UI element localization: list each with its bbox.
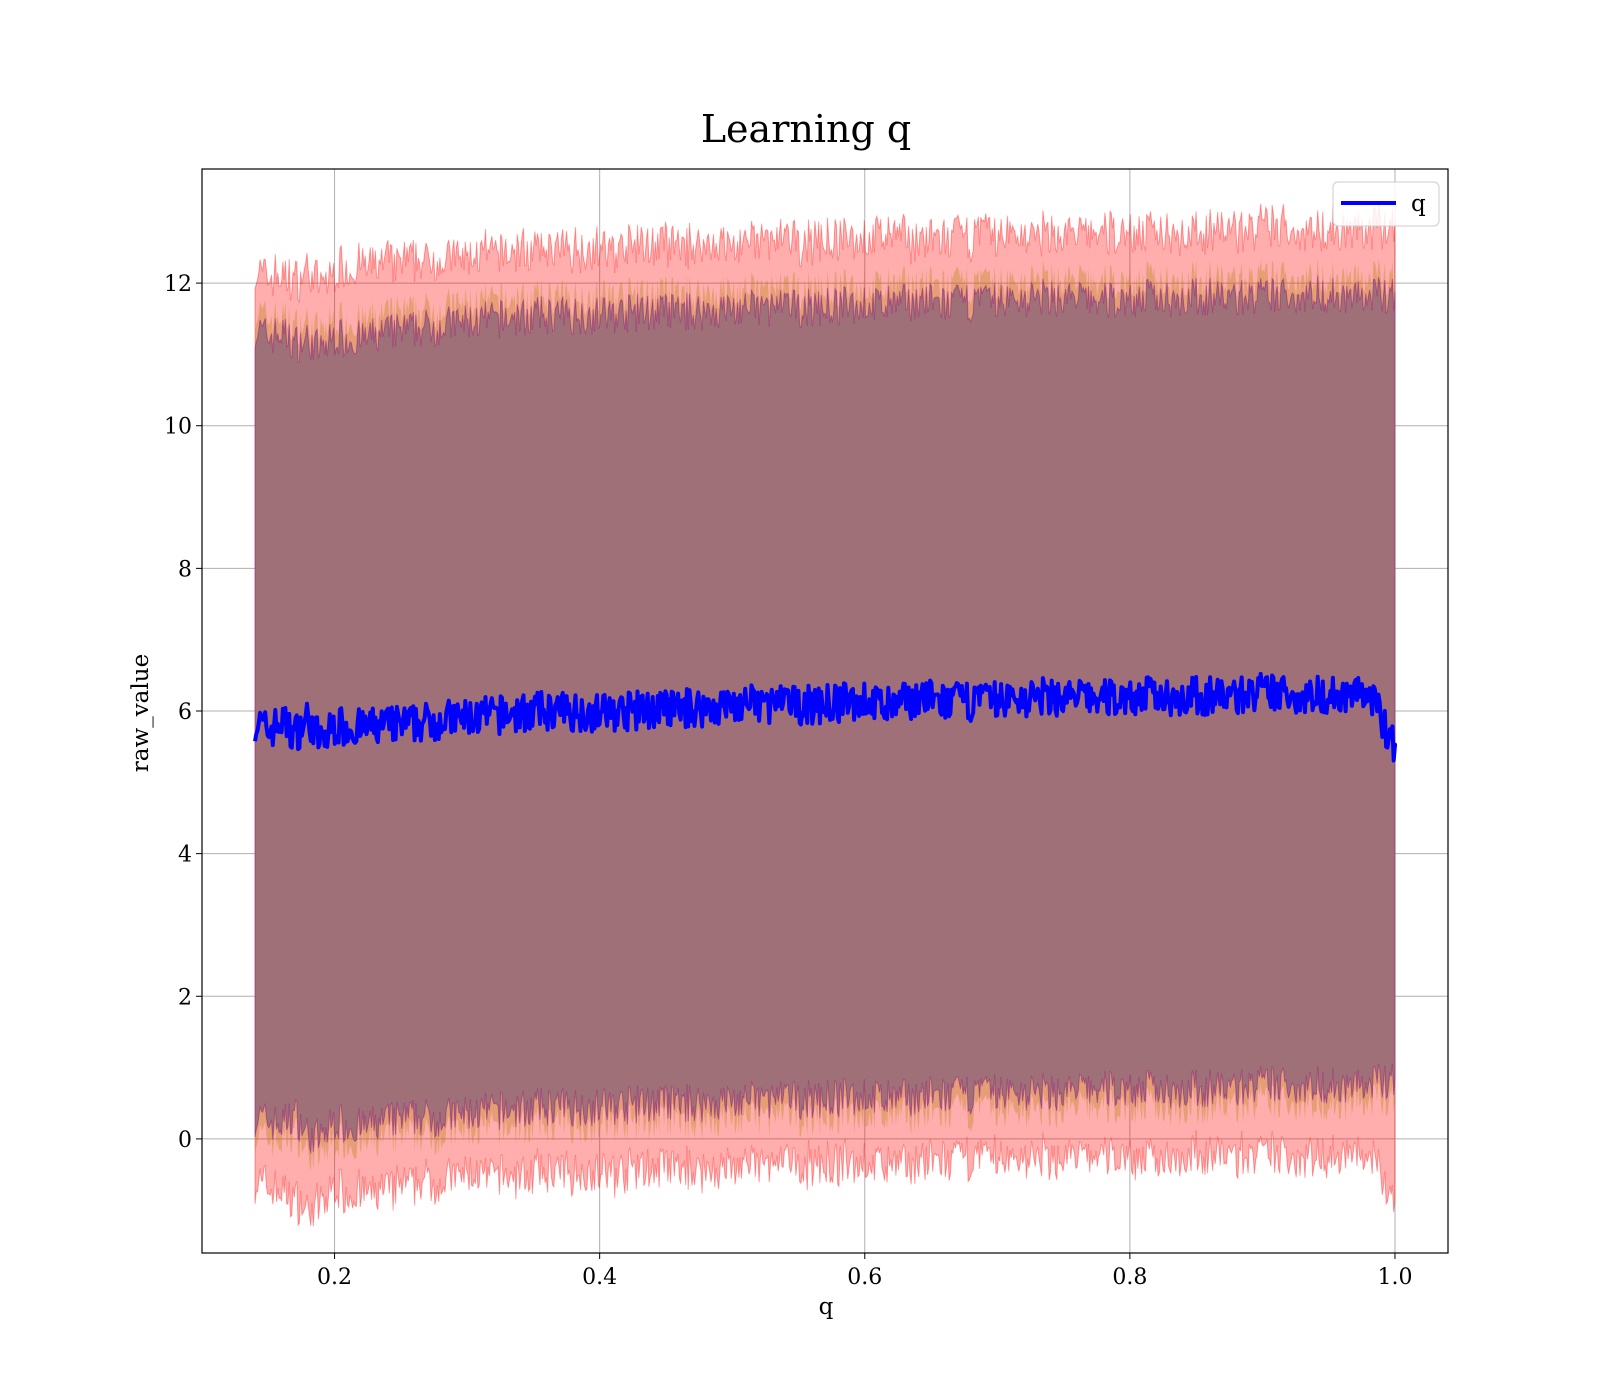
legend-label-q: q (1411, 191, 1426, 217)
x-axis-ticks: 0.2 0.4 0.6 0.8 1.0 (317, 1253, 1412, 1290)
y-tick-label: 2 (178, 985, 192, 1010)
series-lines (253, 671, 1397, 763)
x-tick-label: 0.8 (1112, 1265, 1147, 1290)
x-tick-label: 0.2 (317, 1265, 352, 1290)
y-axis-label: raw_value (128, 654, 154, 772)
y-tick-label: 6 (178, 700, 192, 725)
chart-title: Learning q (701, 107, 911, 151)
y-tick-label: 8 (178, 557, 192, 582)
x-tick-label: 1.0 (1377, 1265, 1412, 1290)
y-tick-label: 10 (164, 415, 192, 440)
x-axis-label: q (819, 1294, 834, 1320)
legend: q (1332, 181, 1440, 227)
x-tick-label: 0.6 (847, 1265, 882, 1290)
y-tick-label: 4 (178, 843, 192, 868)
y-tick-label: 12 (164, 272, 192, 297)
series-line-q (253, 671, 1397, 763)
y-axis-ticks: 0 2 4 6 8 10 12 (164, 272, 202, 1153)
x-tick-label: 0.4 (582, 1265, 617, 1290)
y-tick-label: 0 (178, 1128, 192, 1153)
